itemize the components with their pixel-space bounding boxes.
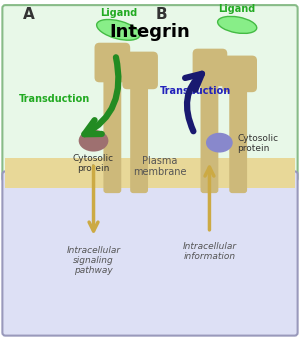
FancyBboxPatch shape [94, 43, 130, 82]
Text: Ligand: Ligand [100, 8, 137, 18]
FancyBboxPatch shape [2, 5, 298, 181]
Ellipse shape [206, 133, 233, 152]
Text: A: A [23, 6, 35, 22]
Text: Integrin: Integrin [110, 23, 190, 41]
Text: Ligand: Ligand [219, 4, 256, 14]
Text: Intracellular
signaling
pathway: Intracellular signaling pathway [67, 246, 121, 275]
Text: Transduction: Transduction [160, 86, 231, 96]
FancyBboxPatch shape [222, 55, 257, 92]
Text: B: B [156, 6, 168, 22]
FancyBboxPatch shape [2, 171, 298, 336]
FancyBboxPatch shape [200, 72, 218, 193]
Text: Intracellular
information: Intracellular information [182, 242, 236, 261]
Bar [5, 159, 295, 188]
FancyBboxPatch shape [130, 75, 148, 193]
Ellipse shape [218, 16, 257, 33]
Text: Plasma
membrane: Plasma membrane [133, 155, 187, 177]
Ellipse shape [79, 130, 108, 151]
FancyBboxPatch shape [229, 78, 247, 193]
FancyBboxPatch shape [122, 52, 158, 89]
FancyBboxPatch shape [193, 49, 227, 86]
Text: Cytosolic
protein: Cytosolic protein [237, 134, 278, 153]
FancyBboxPatch shape [103, 69, 121, 193]
Text: Transduction: Transduction [19, 94, 91, 104]
Ellipse shape [97, 20, 140, 40]
Text: Cytosolic
protein: Cytosolic protein [73, 153, 114, 173]
